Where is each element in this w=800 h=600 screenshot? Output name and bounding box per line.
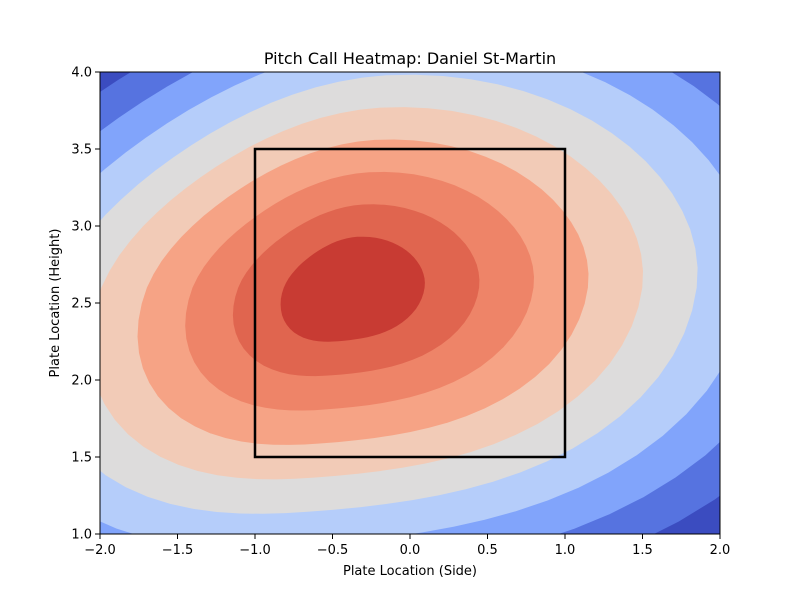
y-tick-label: 2.5	[71, 297, 92, 312]
x-tick-label: 1.5	[632, 543, 653, 558]
x-tick-label: −1.0	[239, 543, 271, 558]
x-tick-label: −1.5	[162, 543, 194, 558]
y-tick-label: 1.5	[71, 451, 92, 466]
y-axis: 1.0 1.5 2.0 2.5 3.0 3.5 4.0	[71, 66, 100, 543]
y-tick-label: 4.0	[71, 66, 92, 81]
x-tick-label: −2.0	[84, 543, 116, 558]
y-axis-label: Plate Location (Height)	[48, 229, 63, 378]
y-tick-label: 2.0	[71, 374, 92, 389]
x-tick-label: −0.5	[317, 543, 349, 558]
x-axis-label: Plate Location (Side)	[343, 564, 477, 579]
x-tick-label: 0.5	[477, 543, 498, 558]
x-axis: −2.0 −1.5 −1.0 −0.5 0.0 0.5 1.0 1.5 2.0	[84, 534, 730, 558]
y-tick-label: 1.0	[71, 528, 92, 543]
x-tick-label: 2.0	[710, 543, 731, 558]
y-tick-label: 3.0	[71, 220, 92, 235]
x-tick-label: 0.0	[400, 543, 421, 558]
x-tick-label: 1.0	[555, 543, 576, 558]
chart-title: Pitch Call Heatmap: Daniel St-Martin	[264, 49, 556, 68]
y-tick-label: 3.5	[71, 143, 92, 158]
